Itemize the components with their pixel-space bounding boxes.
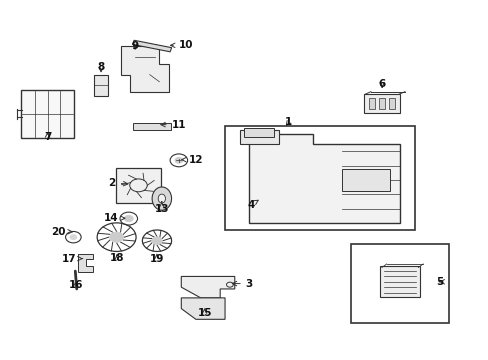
- Text: 17: 17: [62, 253, 82, 264]
- FancyBboxPatch shape: [21, 90, 74, 138]
- Text: 18: 18: [109, 253, 123, 263]
- Text: 8: 8: [97, 63, 104, 72]
- Ellipse shape: [152, 187, 171, 210]
- Text: 14: 14: [103, 213, 124, 223]
- FancyBboxPatch shape: [244, 128, 274, 138]
- Bar: [351, 244, 448, 323]
- Circle shape: [70, 235, 77, 240]
- FancyBboxPatch shape: [116, 168, 160, 203]
- Bar: [378, 98, 384, 109]
- Circle shape: [124, 215, 133, 222]
- Bar: [369, 98, 374, 109]
- Ellipse shape: [158, 194, 165, 203]
- Text: 12: 12: [182, 155, 203, 165]
- Text: 15: 15: [197, 308, 211, 318]
- Text: 9: 9: [131, 41, 139, 51]
- Text: 13: 13: [154, 202, 169, 214]
- Text: 11: 11: [161, 120, 186, 130]
- Polygon shape: [78, 254, 93, 272]
- Circle shape: [110, 232, 123, 242]
- Circle shape: [175, 157, 183, 163]
- Bar: [132, 40, 171, 52]
- Bar: [94, 75, 108, 96]
- FancyBboxPatch shape: [364, 94, 399, 113]
- Text: 5: 5: [435, 277, 444, 287]
- Text: 16: 16: [68, 280, 83, 291]
- Text: 4: 4: [246, 200, 258, 210]
- Bar: [239, 130, 278, 144]
- Bar: [388, 98, 394, 109]
- Text: 6: 6: [378, 79, 385, 89]
- FancyBboxPatch shape: [380, 266, 419, 297]
- Text: 10: 10: [170, 40, 193, 50]
- FancyBboxPatch shape: [133, 123, 170, 130]
- Text: 20: 20: [51, 227, 72, 237]
- Bar: [224, 126, 414, 230]
- Polygon shape: [181, 298, 224, 319]
- Text: 1: 1: [285, 117, 292, 127]
- Text: 2: 2: [108, 178, 127, 188]
- Polygon shape: [249, 134, 399, 223]
- Circle shape: [152, 237, 162, 244]
- Polygon shape: [120, 46, 169, 93]
- Text: 3: 3: [232, 279, 252, 289]
- Text: 19: 19: [149, 253, 164, 264]
- Bar: [341, 169, 389, 191]
- Text: 7: 7: [44, 132, 51, 142]
- Polygon shape: [181, 276, 234, 298]
